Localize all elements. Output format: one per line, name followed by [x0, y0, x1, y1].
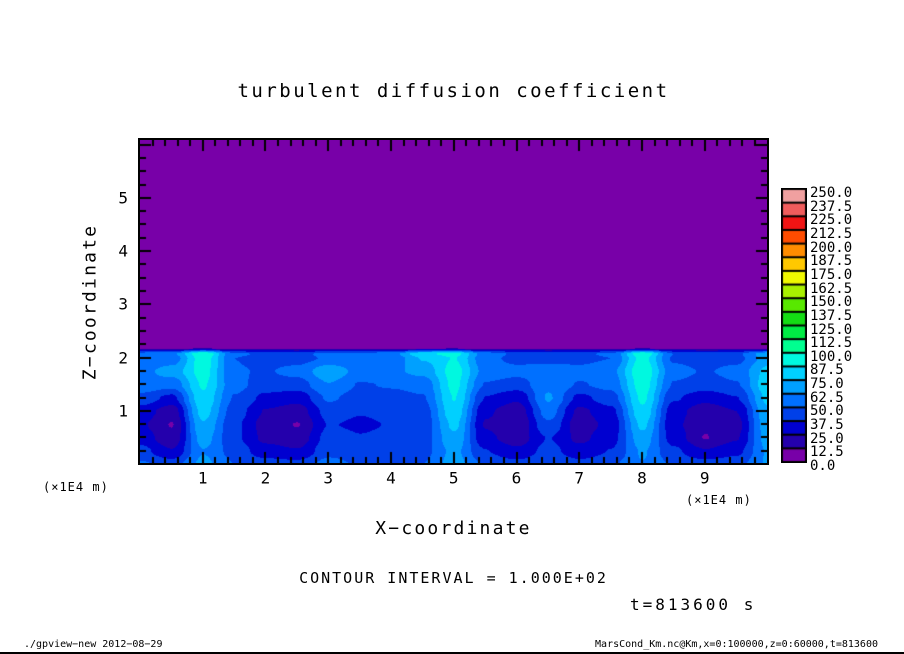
z-tick-label: 5: [118, 188, 128, 208]
colorbar-level-label: 162.5: [810, 280, 853, 297]
x-axis-unit-label: (×1E4 m): [686, 493, 752, 507]
x-tick-label: 8: [637, 468, 647, 488]
colorbar-level-label: 137.5: [810, 307, 853, 324]
chart-title: turbulent diffusion coefficient: [237, 80, 670, 102]
z-tick-label: 2: [118, 348, 128, 368]
colorbar-level-label: 112.5: [810, 335, 853, 352]
x-tick-label: 6: [511, 468, 522, 488]
colorbar-level-label: 175.0: [810, 266, 853, 283]
colorbar-level-label: 25.0: [810, 430, 844, 447]
z-tick-label: 1: [118, 401, 128, 421]
x-tick-label: 3: [323, 468, 334, 488]
contour-interval-note: CONTOUR INTERVAL = 1.000E+02: [299, 569, 608, 587]
colorbar-level-label: 0.0: [810, 458, 836, 474]
colorbar: [781, 188, 807, 463]
colorbar-level-label: 37.5: [810, 417, 844, 434]
colorbar-level-label: 75.0: [810, 376, 844, 393]
x-tick-label: 5: [448, 468, 459, 488]
colorbar-level-label: 87.5: [810, 362, 844, 379]
footer-program-date: ./gpview−new 2012−08−29: [24, 639, 163, 650]
z-tick-label: 4: [118, 241, 128, 261]
x-tick-label: 7: [574, 468, 585, 488]
colorbar-level-label: 225.0: [810, 212, 853, 229]
colorbar-level-label: 62.5: [810, 389, 844, 406]
x-tick-label: 2: [260, 468, 271, 488]
plot-area: [138, 138, 769, 465]
colorbar-level-label: 12.5: [810, 444, 844, 461]
colorbar-level-label: 100.0: [810, 348, 853, 365]
colorbar-level-label: 125.0: [810, 321, 853, 338]
colorbar-level-label: 50.0: [810, 403, 844, 420]
time-annotation: t=813600 s: [630, 595, 757, 614]
colorbar-level-label: 237.5: [810, 198, 853, 215]
z-tick-label: 3: [118, 294, 128, 314]
colorbar-level-label: 187.5: [810, 253, 853, 270]
z-axis-unit-label: (×1E4 m): [43, 480, 109, 494]
colorbar-level-label: 150.0: [810, 294, 853, 311]
x-axis-label: X−coordinate: [375, 518, 532, 539]
colorbar-level-label: 250.0: [810, 185, 853, 201]
colorbar-level-label: 212.5: [810, 225, 853, 242]
footer-dataset-info: MarsCond_Km.nc@Km,x=0:100000,z=0:60000,t…: [595, 639, 878, 650]
contour-field-canvas: [140, 140, 767, 463]
x-tick-label: 1: [197, 468, 208, 488]
bottom-border-line: [0, 652, 904, 654]
x-tick-label: 9: [699, 468, 710, 488]
x-tick-label: 4: [386, 468, 396, 488]
colorbar-level-label: 200.0: [810, 239, 853, 256]
